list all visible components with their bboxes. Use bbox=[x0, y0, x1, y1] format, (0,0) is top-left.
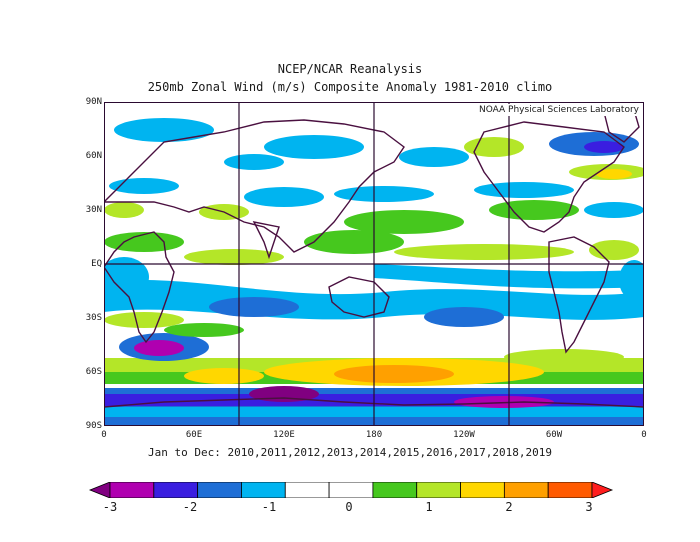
time-range-caption: Jan to Dec: 2010,2011,2012,2013,2014,201… bbox=[148, 446, 552, 459]
anomaly-blob bbox=[104, 257, 149, 297]
lon-label: 180 bbox=[365, 430, 383, 440]
anomaly-blob bbox=[474, 182, 574, 198]
anomaly-blob bbox=[184, 368, 264, 384]
anomaly-blob bbox=[584, 141, 624, 153]
anomaly-blob bbox=[504, 349, 624, 365]
anomaly-map bbox=[104, 102, 644, 426]
anomaly-blob bbox=[224, 154, 284, 170]
anomaly-blob bbox=[209, 297, 299, 317]
lon-label: 120W bbox=[453, 430, 475, 440]
colorbar-segment bbox=[197, 482, 242, 498]
anomaly-blob bbox=[399, 147, 469, 167]
lat-label: 30N bbox=[85, 205, 102, 215]
anomaly-blob bbox=[334, 186, 434, 202]
lon-label: 120E bbox=[273, 430, 295, 440]
anomaly-blob bbox=[244, 187, 324, 207]
colorbar-segment bbox=[328, 482, 374, 498]
anomaly-blob bbox=[164, 323, 244, 337]
map-subtitle: 250mb Zonal Wind (m/s) Composite Anomaly… bbox=[147, 80, 553, 94]
europe-asia-outline bbox=[104, 119, 405, 253]
grid-lines bbox=[104, 102, 644, 426]
colorbar-segment bbox=[153, 482, 199, 498]
anomaly-blob bbox=[114, 118, 214, 142]
australia-outline bbox=[328, 276, 390, 318]
lon-label: 60W bbox=[545, 430, 563, 440]
lon-label: 60E bbox=[185, 430, 203, 440]
colorbar-label: 2 bbox=[505, 500, 513, 514]
anomaly-blob bbox=[464, 137, 524, 157]
map-plot-area: NOAA Physical Sciences Laboratory bbox=[104, 102, 644, 426]
anomaly-blob bbox=[394, 244, 574, 260]
colorbar-segment bbox=[88, 482, 111, 498]
anomaly-blob bbox=[184, 249, 284, 265]
colorbar-segment bbox=[591, 482, 614, 498]
anomaly-blob bbox=[104, 312, 184, 328]
lat-label: 30S bbox=[85, 313, 102, 323]
north-america-outline bbox=[473, 121, 625, 233]
anomaly-blob bbox=[104, 202, 144, 218]
colorbar-segment bbox=[547, 482, 593, 498]
colorbar-segment bbox=[460, 482, 505, 498]
colorbar-label: 0 bbox=[345, 500, 353, 514]
lon-label: 0 bbox=[101, 430, 107, 440]
colorbar-label: 1 bbox=[425, 500, 433, 514]
anomaly-blob bbox=[584, 202, 644, 218]
map-border bbox=[104, 102, 644, 426]
south-america-outline bbox=[548, 236, 610, 354]
colorbar-segment bbox=[109, 482, 155, 498]
lat-label: 90S bbox=[85, 421, 102, 431]
lat-label: 60S bbox=[85, 367, 102, 377]
colorbar-label: 3 bbox=[585, 500, 593, 514]
lat-label: 90N bbox=[85, 97, 102, 107]
africa-outline bbox=[104, 231, 175, 344]
colorbar-segment bbox=[284, 482, 330, 498]
colorbar bbox=[88, 482, 614, 498]
anomaly-blob bbox=[264, 135, 364, 159]
lon-label: 0 bbox=[641, 430, 647, 440]
colorbar-segment bbox=[241, 482, 286, 498]
colorbar-label: -1 bbox=[261, 500, 277, 514]
colorbar-label: -2 bbox=[182, 500, 198, 514]
colorbar-label: -3 bbox=[102, 500, 118, 514]
credit-label: NOAA Physical Sciences Laboratory bbox=[475, 104, 642, 116]
map-title: NCEP/NCAR Reanalysis bbox=[277, 62, 423, 76]
india-outline bbox=[252, 221, 280, 260]
anomaly-blob bbox=[334, 365, 454, 383]
anomaly-blob bbox=[424, 307, 504, 327]
lat-label: 60N bbox=[85, 151, 102, 161]
anomaly-blob bbox=[619, 260, 644, 300]
lat-label: EQ bbox=[91, 259, 102, 269]
colorbar-segment bbox=[416, 482, 461, 498]
anomaly-blob bbox=[109, 178, 179, 194]
colorbar-segment bbox=[372, 482, 418, 498]
anomaly-blob bbox=[344, 210, 464, 234]
anomaly-blob bbox=[134, 340, 184, 356]
anomaly-blob bbox=[596, 169, 632, 179]
anomaly-blob bbox=[489, 200, 579, 220]
anomaly-blob bbox=[304, 230, 404, 254]
colorbar-segment bbox=[503, 482, 549, 498]
